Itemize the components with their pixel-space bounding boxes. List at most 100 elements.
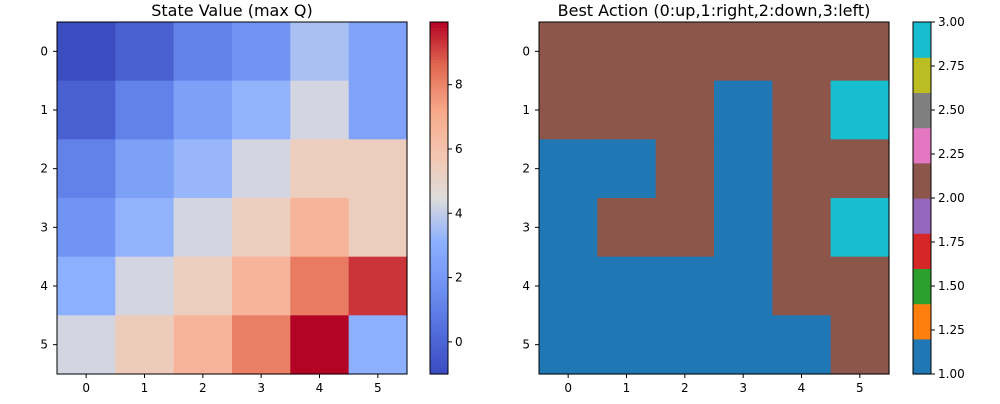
colorbar-segment bbox=[430, 271, 448, 275]
heatmap-cell-r3-c0 bbox=[57, 198, 116, 258]
heatmap-cell-r0-c1 bbox=[597, 22, 657, 82]
colorbar-segment bbox=[430, 51, 448, 55]
colorbar-segment bbox=[913, 268, 931, 305]
heatmap-cell-r3-c5 bbox=[830, 198, 890, 258]
heatmap-cell-r1-c1 bbox=[115, 80, 175, 140]
colorbar-tick-label: 4 bbox=[455, 206, 463, 220]
colorbar-tick-label: 2.00 bbox=[938, 191, 965, 205]
heatmap-cell-r2-c1 bbox=[597, 139, 657, 199]
colorbar-tick-label: 1.50 bbox=[938, 279, 965, 293]
colorbar-tick-label: 2.75 bbox=[938, 59, 965, 73]
heatmap-cell-r4-c1 bbox=[115, 256, 175, 316]
colorbar-segment bbox=[430, 54, 448, 58]
colorbar-segment bbox=[430, 236, 448, 240]
heatmap-cell-r5-c1 bbox=[115, 315, 175, 375]
state-value-heatmap-cells bbox=[57, 22, 408, 375]
colorbar-segment bbox=[430, 198, 448, 202]
colorbar-segment bbox=[430, 321, 448, 325]
colorbar-segment bbox=[430, 171, 448, 176]
heatmap-cell-r4-c3 bbox=[232, 256, 291, 316]
colorbar-segment bbox=[913, 127, 931, 164]
heatmap-cell-r2-c0 bbox=[539, 139, 598, 199]
heatmap-cell-r4-c0 bbox=[57, 256, 116, 316]
heatmap-cell-r0-c5 bbox=[348, 22, 408, 82]
heatmap-cell-r0-c5 bbox=[830, 22, 890, 82]
colorbar-segment bbox=[913, 162, 931, 199]
colorbar-segment bbox=[430, 350, 448, 355]
colorbar-segment bbox=[913, 303, 931, 340]
colorbar-segment bbox=[430, 89, 448, 93]
heatmap-cell-r1-c3 bbox=[714, 80, 773, 140]
colorbar-segment bbox=[430, 22, 448, 26]
colorbar-segment bbox=[430, 335, 448, 340]
colorbar-segment bbox=[430, 71, 448, 76]
colorbar-segment bbox=[913, 233, 931, 269]
best-action-axes-frame bbox=[538, 21, 890, 375]
colorbar-segment bbox=[430, 315, 448, 319]
colorbar-segment bbox=[430, 48, 448, 52]
colorbar-segment bbox=[430, 154, 448, 158]
colorbar-segment bbox=[430, 145, 448, 149]
heatmap-cell-r2-c3 bbox=[714, 139, 773, 199]
colorbar-segment bbox=[430, 371, 448, 375]
heatmap-cell-r3-c3 bbox=[232, 198, 291, 258]
heatmap-cell-r2-c5 bbox=[830, 139, 890, 199]
heatmap-cell-r2-c5 bbox=[348, 139, 408, 199]
heatmap-cell-r0-c0 bbox=[539, 22, 598, 82]
colorbar-segment bbox=[430, 221, 448, 225]
heatmap-cell-r3-c3 bbox=[714, 198, 773, 258]
colorbar-segment bbox=[430, 165, 448, 170]
heatmap-cell-r0-c3 bbox=[714, 22, 773, 82]
colorbar-segment bbox=[430, 318, 448, 322]
colorbar-segment bbox=[430, 265, 448, 269]
heatmap-cell-r2-c4 bbox=[772, 139, 832, 199]
y-tick-label: 4 bbox=[40, 279, 48, 293]
heatmap-cell-r5-c3 bbox=[232, 315, 291, 375]
heatmap-cell-r1-c4 bbox=[772, 80, 832, 140]
x-tick-label: 3 bbox=[257, 381, 265, 395]
heatmap-cell-r2-c3 bbox=[232, 139, 291, 199]
colorbar-segment bbox=[430, 332, 448, 337]
colorbar-tick-label: 1.25 bbox=[938, 323, 965, 337]
heatmap-cell-r0-c2 bbox=[655, 22, 715, 82]
heatmap-cell-r1-c0 bbox=[57, 80, 116, 140]
colorbar-segment bbox=[430, 274, 448, 278]
heatmap-cell-r3-c4 bbox=[772, 198, 832, 258]
x-tick-label: 0 bbox=[82, 381, 90, 395]
colorbar-segment bbox=[430, 309, 448, 313]
best-action-colorbar: 1.00 1.25 1.50 1.75 2.00 2.25 2.50 2.75 3.00 bbox=[912, 15, 965, 381]
colorbar-segment bbox=[430, 312, 448, 316]
x-tick-label: 1 bbox=[141, 381, 149, 395]
heatmap-cell-r1-c2 bbox=[173, 80, 233, 140]
y-tick-label: 4 bbox=[522, 279, 530, 293]
state-value-colorbar: 0 2 4 6 8 bbox=[429, 21, 463, 375]
colorbar-segment bbox=[430, 291, 448, 296]
colorbar-segment bbox=[430, 195, 448, 199]
colorbar-segment bbox=[430, 353, 448, 357]
heatmap-cell-r4-c4 bbox=[772, 256, 832, 316]
heatmap-cell-r5-c0 bbox=[539, 315, 598, 375]
colorbar-segment bbox=[430, 27, 448, 32]
x-tick-label: 0 bbox=[564, 381, 572, 395]
colorbar-segment bbox=[430, 192, 448, 196]
colorbar-tick-label: 3.00 bbox=[938, 15, 965, 29]
colorbar-segment bbox=[430, 80, 448, 85]
heatmap-cell-r4-c2 bbox=[173, 256, 233, 316]
heatmap-cell-r0-c3 bbox=[232, 22, 291, 82]
colorbar-segment bbox=[430, 130, 448, 135]
heatmap-cell-r3-c1 bbox=[115, 198, 175, 258]
colorbar-segment bbox=[430, 66, 448, 70]
colorbar-segment bbox=[430, 98, 448, 102]
colorbar-segment bbox=[430, 168, 448, 173]
colorbar-segment bbox=[430, 283, 448, 287]
heatmap-cell-r4-c0 bbox=[539, 256, 598, 316]
colorbar-segment bbox=[430, 68, 448, 73]
state-value-axes-frame bbox=[56, 21, 408, 375]
heatmap-cell-r4-c5 bbox=[348, 256, 408, 316]
colorbar-segment bbox=[430, 297, 448, 302]
colorbar-segment bbox=[430, 177, 448, 181]
colorbar-segment bbox=[430, 110, 448, 114]
colorbar-segment bbox=[430, 77, 448, 82]
colorbar-segment bbox=[430, 206, 448, 211]
colorbar-segment bbox=[430, 218, 448, 223]
